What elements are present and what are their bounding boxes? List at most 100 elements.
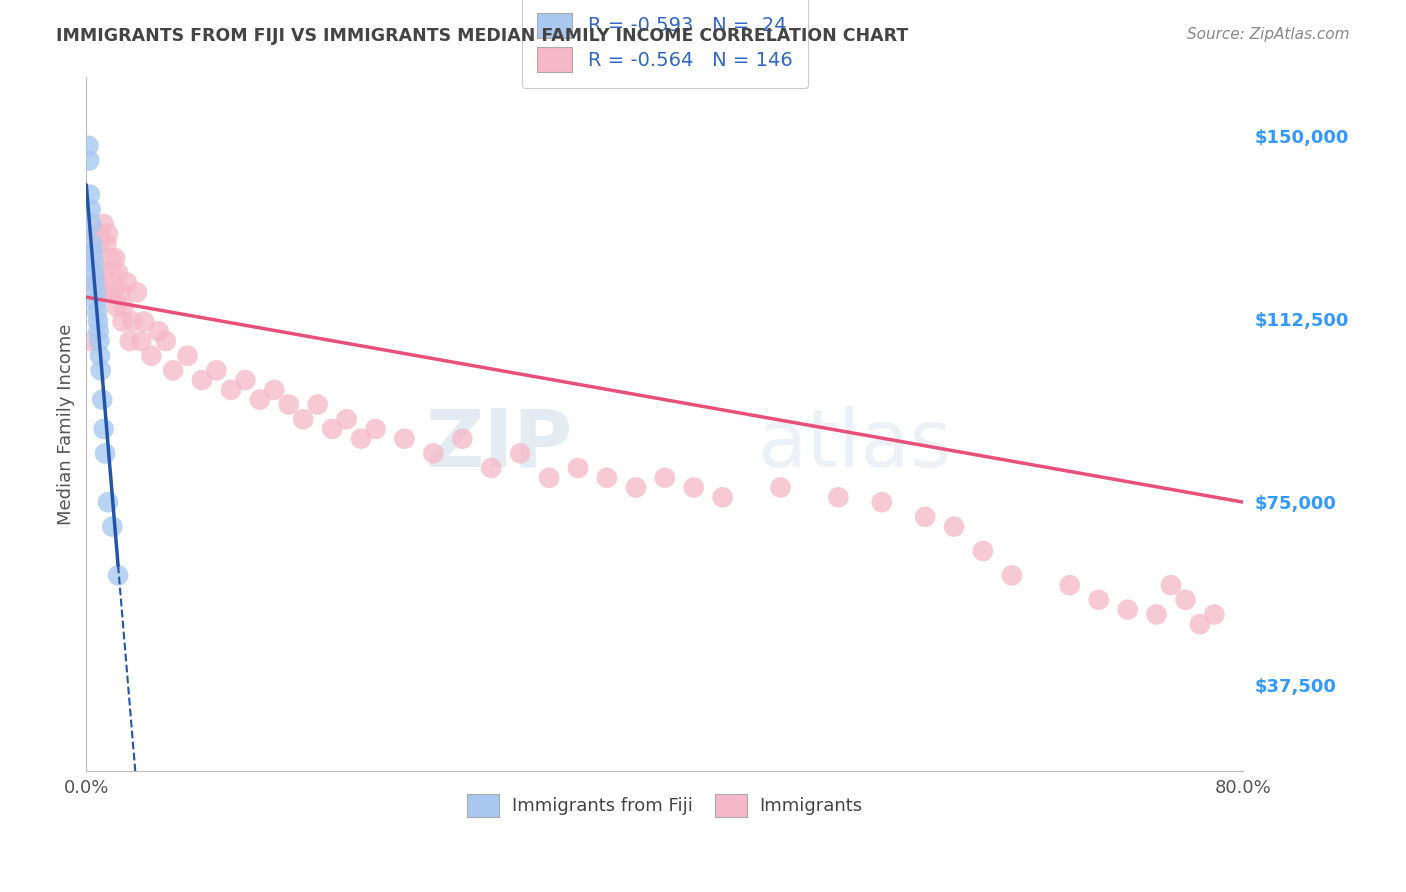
Point	[654, 471, 676, 485]
Point	[98, 285, 121, 300]
Point	[682, 481, 704, 495]
Point	[83, 251, 105, 265]
Point	[121, 314, 143, 328]
Point	[235, 373, 257, 387]
Point	[105, 300, 128, 314]
Point	[91, 285, 114, 300]
Point	[148, 324, 170, 338]
Point	[94, 266, 117, 280]
Y-axis label: Median Family Income: Median Family Income	[58, 324, 75, 524]
Point	[82, 246, 104, 260]
Point	[263, 383, 285, 397]
Point	[77, 153, 100, 168]
Point	[86, 295, 108, 310]
Point	[90, 363, 112, 377]
Point	[94, 446, 117, 460]
Point	[83, 266, 105, 280]
Point	[87, 276, 110, 290]
Point	[624, 481, 647, 495]
Point	[870, 495, 893, 509]
Point	[90, 227, 112, 241]
Point	[101, 519, 124, 533]
Point	[104, 251, 127, 265]
Point	[141, 349, 163, 363]
Point	[191, 373, 214, 387]
Point	[101, 266, 124, 280]
Point	[596, 471, 619, 485]
Point	[89, 334, 111, 348]
Point	[89, 349, 111, 363]
Point	[89, 236, 111, 251]
Point	[80, 217, 103, 231]
Text: IMMIGRANTS FROM FIJI VS IMMIGRANTS MEDIAN FAMILY INCOME CORRELATION CHART: IMMIGRANTS FROM FIJI VS IMMIGRANTS MEDIA…	[56, 27, 908, 45]
Point	[350, 432, 373, 446]
Point	[479, 461, 502, 475]
Point	[162, 363, 184, 377]
Point	[277, 398, 299, 412]
Point	[107, 568, 129, 582]
Point	[364, 422, 387, 436]
Point	[107, 266, 129, 280]
Point	[93, 217, 115, 231]
Text: Source: ZipAtlas.com: Source: ZipAtlas.com	[1187, 27, 1350, 42]
Point	[914, 509, 936, 524]
Point	[1001, 568, 1024, 582]
Point	[1059, 578, 1081, 592]
Legend: Immigrants from Fiji, Immigrants: Immigrants from Fiji, Immigrants	[460, 787, 870, 824]
Point	[97, 227, 120, 241]
Point	[1116, 602, 1139, 616]
Point	[103, 285, 125, 300]
Point	[86, 227, 108, 241]
Point	[134, 314, 156, 328]
Point	[115, 276, 138, 290]
Point	[79, 334, 101, 348]
Point	[1146, 607, 1168, 622]
Point	[1087, 592, 1109, 607]
Point	[538, 471, 561, 485]
Point	[91, 392, 114, 407]
Point	[83, 256, 105, 270]
Point	[86, 305, 108, 319]
Point	[155, 334, 177, 348]
Point	[176, 349, 198, 363]
Point	[567, 461, 589, 475]
Point	[79, 202, 101, 217]
Point	[80, 236, 103, 251]
Point	[307, 398, 329, 412]
Point	[111, 314, 134, 328]
Point	[769, 481, 792, 495]
Point	[118, 334, 141, 348]
Point	[1188, 617, 1211, 632]
Point	[1204, 607, 1226, 622]
Point	[321, 422, 343, 436]
Point	[336, 412, 359, 426]
Point	[292, 412, 315, 426]
Point	[711, 491, 734, 505]
Point	[77, 138, 100, 153]
Point	[84, 285, 107, 300]
Point	[87, 324, 110, 338]
Point	[129, 334, 152, 348]
Point	[79, 187, 101, 202]
Point	[451, 432, 474, 446]
Point	[205, 363, 228, 377]
Point	[249, 392, 271, 407]
Text: atlas: atlas	[758, 406, 952, 483]
Text: ZIP: ZIP	[425, 406, 572, 483]
Point	[112, 300, 135, 314]
Point	[93, 422, 115, 436]
Point	[1160, 578, 1182, 592]
Point	[97, 495, 120, 509]
Point	[100, 251, 122, 265]
Point	[972, 544, 994, 558]
Point	[1174, 592, 1197, 607]
Point	[219, 383, 242, 397]
Point	[422, 446, 444, 460]
Point	[84, 276, 107, 290]
Point	[509, 446, 531, 460]
Point	[96, 236, 118, 251]
Point	[943, 519, 966, 533]
Point	[110, 285, 132, 300]
Point	[125, 285, 148, 300]
Point	[394, 432, 416, 446]
